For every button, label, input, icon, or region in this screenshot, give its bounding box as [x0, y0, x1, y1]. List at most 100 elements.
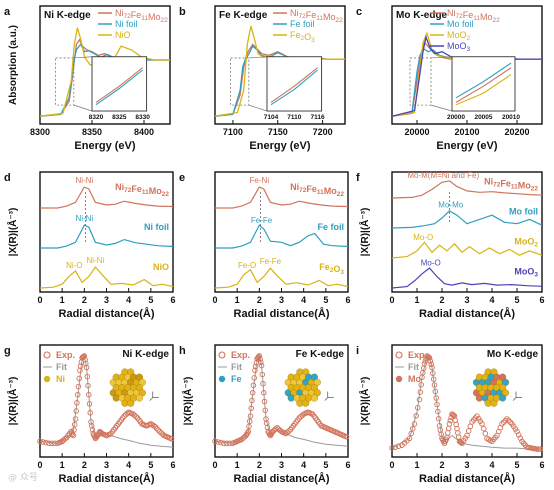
legend-label: Mo foil — [447, 19, 474, 29]
exp-point — [515, 432, 522, 438]
peak-annotation: Fe-O — [238, 261, 256, 270]
peak-annotation: Mo-Mo — [438, 201, 463, 210]
x-axis-label: Energy (eV) — [74, 140, 135, 152]
x-tick-label: 7100 — [223, 127, 243, 137]
inset-frame — [266, 56, 323, 112]
exp-point — [40, 439, 46, 445]
exp-point — [88, 423, 95, 429]
panel-e: e 0 1 2 3 4 5 6 Radial distance(Å) Ni72Fe11Mo22 Fe… — [179, 171, 351, 320]
inset-tick-label: 7110 — [287, 114, 301, 121]
x-tick-label: 0 — [389, 295, 394, 305]
exp-point — [429, 364, 435, 371]
exp-point — [256, 353, 263, 359]
exp-point — [446, 421, 453, 427]
legend-label: MoO3 — [447, 41, 471, 53]
x-tick-label: 8400 — [134, 127, 154, 137]
x-tick-label: 2 — [257, 460, 262, 470]
exp-point — [395, 443, 402, 449]
axis-gizmo — [149, 397, 153, 401]
inset-tick-label: 20005 — [474, 114, 492, 121]
exp-point — [218, 439, 224, 446]
exp-point — [88, 419, 94, 425]
exp-point — [426, 355, 433, 361]
x-tick-label: 5 — [323, 295, 328, 305]
inset-line — [95, 67, 143, 103]
x-axis-label: Radial distance(Å) — [234, 472, 330, 485]
x-axis-label: Energy (eV) — [249, 140, 310, 152]
x-tick-label: 4 — [301, 460, 306, 470]
zoom-box — [55, 57, 75, 106]
x-tick-label: 3 — [279, 460, 284, 470]
panel-label: h — [179, 345, 186, 357]
series-line-1 — [215, 224, 349, 249]
exp-point — [71, 427, 77, 433]
panel-title: Ni K-edge — [122, 349, 169, 360]
exp-point — [249, 390, 256, 396]
exp-point — [86, 401, 93, 407]
panel-label: g — [4, 345, 11, 357]
legend-label: Exp. — [231, 350, 250, 360]
axis-gizmo — [324, 397, 328, 401]
legend-exp-marker — [395, 351, 403, 359]
exp-point — [467, 423, 474, 430]
x-tick-label: 6 — [539, 295, 544, 305]
exp-point — [406, 435, 413, 442]
exp-point — [62, 436, 68, 442]
exp-point — [153, 425, 160, 432]
peak-annotation: Ni-Ni — [87, 256, 105, 265]
inset-tick-label: 7104 — [264, 114, 279, 121]
x-axis-label: Radial distance(Å) — [59, 307, 155, 320]
inset-tick-label: 8320 — [89, 114, 104, 121]
x-tick-label: 2 — [82, 295, 87, 305]
x-tick-label: 3 — [464, 460, 469, 470]
panel-title: Fe K-edge — [296, 349, 345, 360]
x-tick-label: 5 — [148, 295, 153, 305]
x-tick-label: 6 — [539, 460, 544, 470]
exp-point — [85, 382, 91, 389]
exp-point — [534, 446, 540, 452]
x-tick-label: 3 — [104, 460, 109, 470]
series-label: MoO2 — [514, 237, 538, 249]
peak-annotation: Mo-M(M=Ni and Fe) — [407, 171, 479, 180]
y-axis-label: |X(R)|(Å⁻³) — [358, 208, 371, 257]
plot-frame — [214, 5, 346, 125]
y-axis-label: |X(R)|(Å⁻³) — [6, 377, 19, 426]
exp-point — [445, 430, 451, 436]
panel-f: f 0 1 2 3 4 5 6 Radial distance(Å) |X(R)|(Å⁻³) Ni7… — [356, 171, 545, 320]
exp-point — [517, 435, 524, 441]
series-label: MoO3 — [514, 267, 538, 279]
legend-atom-marker — [395, 375, 403, 383]
exp-point — [76, 375, 82, 382]
series-line-2 — [391, 241, 543, 259]
exp-point — [168, 436, 175, 442]
exp-point — [537, 446, 544, 452]
exp-point — [445, 425, 452, 432]
exp-point — [246, 423, 252, 430]
peak-annotation: Mo-O — [421, 258, 441, 267]
exp-point — [392, 444, 399, 450]
legend-label: MoO2 — [447, 30, 471, 42]
series-line-1 — [391, 210, 543, 229]
panel-label: i — [356, 345, 359, 357]
exp-point — [250, 382, 257, 389]
x-tick-label: 3 — [104, 295, 109, 305]
series-line-0 — [40, 186, 174, 209]
x-tick-label: 5 — [514, 295, 519, 305]
exp-point — [133, 413, 139, 420]
panel-title: Mo K-edge — [487, 349, 539, 360]
panel-label: b — [179, 6, 186, 18]
x-tick-label: 20200 — [504, 127, 529, 137]
exp-point — [389, 445, 395, 451]
peak-annotation: Ni-Ni — [75, 176, 93, 185]
exp-point — [416, 396, 423, 403]
exp-point — [428, 361, 434, 368]
exp-point — [500, 419, 507, 425]
exp-point — [427, 358, 434, 364]
series-label: Ni72Fe11Mo22 — [290, 182, 344, 198]
legend-label: Ni72Fe11Mo22 — [290, 8, 343, 24]
exp-point — [465, 428, 472, 434]
zoom-box — [230, 57, 250, 106]
inset-line — [455, 62, 512, 99]
x-tick-label: 4 — [489, 295, 494, 305]
x-tick-label: 20100 — [454, 127, 479, 137]
